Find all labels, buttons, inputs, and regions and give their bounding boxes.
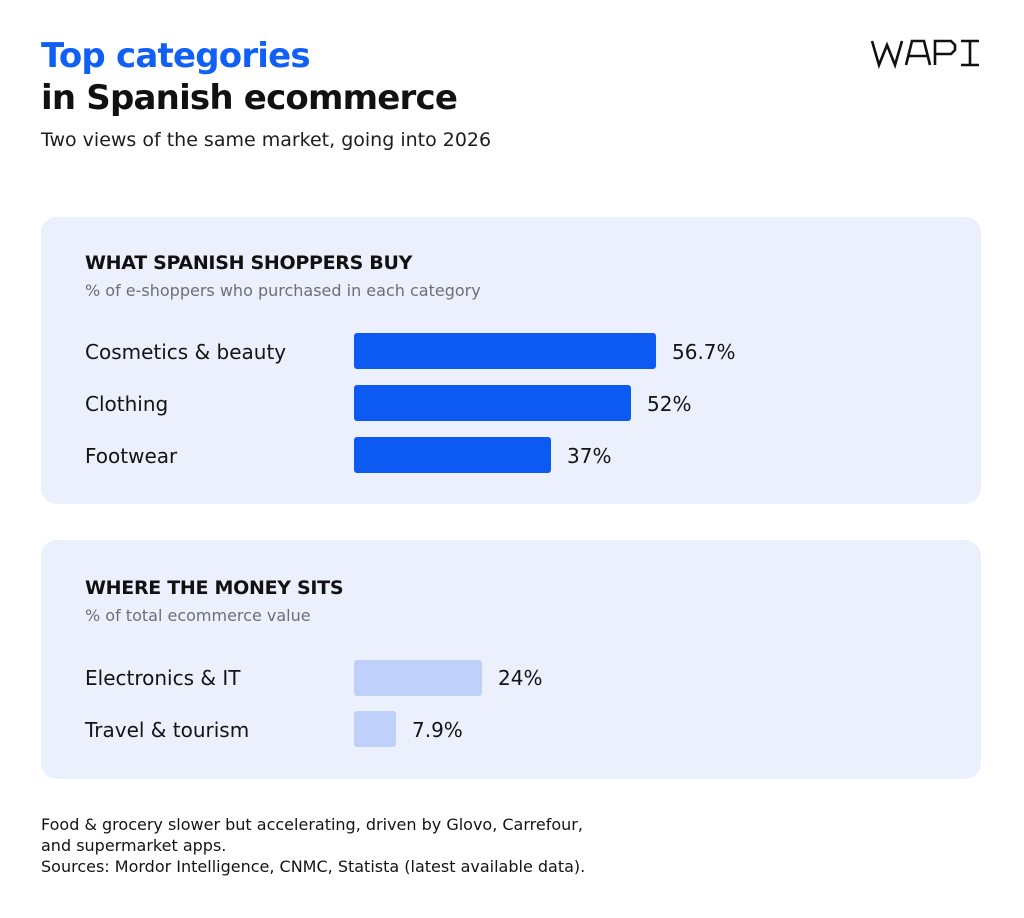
chart-panel-money: WHERE THE MONEY SITS % of total ecommerc…	[41, 540, 981, 779]
bar-cosmetics-beauty	[354, 333, 656, 369]
page-title-line-2: in Spanish ecommerce	[41, 78, 458, 118]
category-label: Travel & tourism	[85, 718, 250, 742]
category-label: Electronics & IT	[85, 666, 241, 690]
chart-subtitle: % of e-shoppers who purchased in each ca…	[85, 281, 481, 300]
footnote-line-1: Food & grocery slower but accelerating, …	[41, 815, 583, 834]
category-label: Footwear	[85, 444, 178, 468]
category-label: Cosmetics & beauty	[85, 340, 287, 364]
bar-travel-tourism	[354, 711, 396, 747]
chart-panel-shoppers: WHAT SPANISH SHOPPERS BUY % of e-shopper…	[41, 217, 981, 504]
chart-subtitle: % of total ecommerce value	[85, 606, 311, 625]
chart-title: WHERE THE MONEY SITS	[85, 577, 344, 599]
value-label: 37%	[567, 444, 612, 468]
category-label: Clothing	[85, 392, 169, 416]
value-label: 52%	[647, 392, 692, 416]
page-title-line-1: Top categories	[41, 36, 311, 76]
bar-clothing	[354, 385, 631, 421]
bar-electronics-it	[354, 660, 482, 696]
sources-note: Sources: Mordor Intelligence, CNMC, Stat…	[41, 857, 586, 876]
page-subtitle: Two views of the same market, going into…	[41, 129, 492, 151]
footnote-line-2: and supermarket apps.	[41, 836, 227, 855]
chart-title: WHAT SPANISH SHOPPERS BUY	[85, 252, 413, 274]
bar-footwear	[354, 437, 551, 473]
value-label: 24%	[498, 666, 543, 690]
value-label: 56.7%	[672, 340, 736, 364]
value-label: 7.9%	[412, 718, 463, 742]
wapi-logo	[870, 39, 979, 69]
